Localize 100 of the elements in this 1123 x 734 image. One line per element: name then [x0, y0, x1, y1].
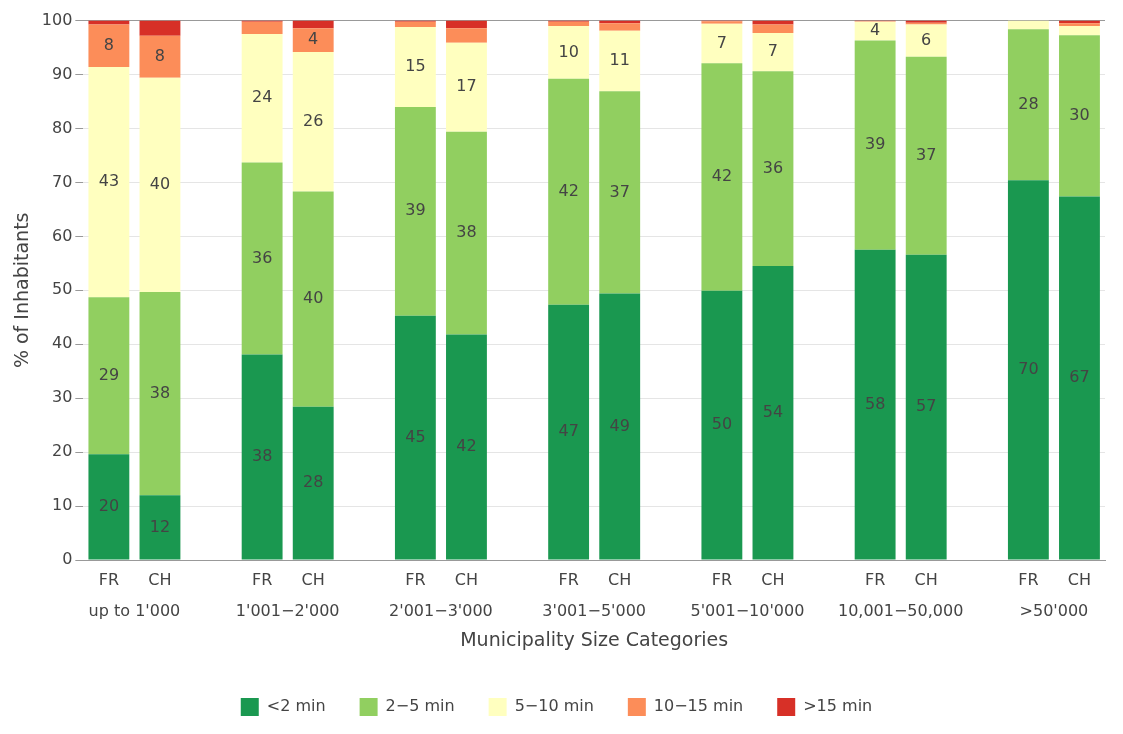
bar — [701, 290, 743, 560]
data-label: 36 — [762, 157, 784, 177]
data-label: 28 — [1018, 93, 1039, 113]
bar — [905, 24, 947, 57]
bar — [139, 495, 181, 560]
legend-label: 10−15 min — [653, 696, 744, 716]
data-label: 40 — [149, 174, 171, 193]
data-label: 12 — [149, 516, 171, 536]
data-label: 26 — [303, 110, 324, 130]
x-tick-label: FR — [405, 569, 426, 589]
y-tick-label: 70 — [51, 171, 73, 191]
bar — [1059, 196, 1100, 560]
data-label: 50 — [711, 414, 733, 434]
y-tick-label: 80 — [51, 117, 73, 137]
text: >50'000 — [1019, 601, 1089, 621]
x-tick-label: CH — [914, 569, 938, 589]
text: up to 1'000 — [88, 601, 181, 621]
bar — [88, 24, 130, 67]
data-label: 38 — [149, 382, 171, 402]
x-tick-label: CH — [454, 569, 479, 589]
x-tick-label: CH — [1067, 569, 1092, 589]
bar — [446, 334, 487, 560]
data-label: 30 — [1069, 104, 1090, 124]
data-label: 39 — [405, 200, 426, 220]
legend-label: 5−10 min — [514, 696, 594, 716]
bar — [446, 20, 487, 29]
text: 3'001−5'000 — [542, 601, 646, 621]
x-axis-title: Municipality Size Categories — [460, 627, 729, 650]
bar — [752, 71, 794, 267]
data-label: 39 — [864, 134, 886, 154]
data-label: 38 — [456, 222, 477, 242]
bar — [292, 406, 334, 560]
bar — [1007, 180, 1049, 560]
bar — [599, 91, 641, 294]
bar — [599, 293, 641, 560]
x-tick-label: FR — [711, 569, 733, 589]
data-label: 7 — [716, 32, 727, 52]
y-tick-label: 100 — [41, 9, 73, 29]
bar — [1059, 35, 1100, 197]
bar — [88, 66, 130, 298]
bar — [139, 291, 181, 496]
bar — [752, 33, 794, 72]
data-label: 40 — [303, 288, 324, 308]
data-label: 37 — [916, 144, 937, 164]
data-label: 4 — [870, 20, 881, 40]
bar — [752, 266, 794, 560]
data-label: 42 — [456, 436, 477, 456]
bar — [446, 131, 487, 335]
data-label: 42 — [558, 181, 579, 201]
bar — [548, 21, 590, 26]
data-label: 10 — [558, 41, 579, 61]
data-label: 38 — [251, 446, 273, 466]
bar — [394, 27, 436, 107]
y-tick-label: 0 — [62, 549, 73, 569]
bar — [854, 249, 896, 560]
data-label: 36 — [251, 247, 273, 267]
bar — [394, 21, 436, 28]
data-label: 47 — [558, 421, 579, 441]
x-tick-label: CH — [761, 569, 785, 589]
data-label: 70 — [1018, 359, 1039, 379]
bar — [241, 21, 283, 35]
bar — [139, 35, 181, 78]
text: 1'001−2'000 — [235, 601, 340, 621]
bar — [599, 23, 641, 31]
bar — [241, 162, 283, 355]
data-label: 54 — [762, 401, 784, 421]
x-tick-label: FR — [98, 569, 120, 589]
data-label: 58 — [864, 393, 886, 413]
bar — [548, 78, 590, 305]
bar — [1059, 25, 1100, 36]
data-label: 43 — [98, 171, 120, 191]
data-label: 24 — [251, 87, 273, 107]
bar — [752, 24, 794, 34]
data-label: 6 — [921, 29, 932, 49]
bar — [292, 191, 334, 407]
x-tick-label: FR — [251, 569, 273, 589]
text: 5'001−10'000 — [690, 601, 805, 621]
data-label: 8 — [103, 34, 114, 54]
x-tick-label: FR — [864, 569, 886, 589]
y-tick-label: 30 — [51, 387, 73, 407]
y-axis-title: % of Inhabitants — [10, 212, 33, 369]
bar — [548, 25, 590, 79]
bar — [701, 23, 743, 64]
bar — [1007, 29, 1049, 181]
bar — [446, 28, 487, 43]
data-label: 28 — [303, 472, 324, 492]
legend-label: >15 min — [803, 696, 873, 716]
bar — [139, 77, 181, 292]
data-label: 7 — [767, 41, 779, 61]
data-label: 57 — [916, 396, 937, 416]
bar — [599, 30, 641, 92]
data-label: 20 — [98, 496, 120, 516]
bar — [394, 315, 436, 560]
data-label: 67 — [1069, 367, 1090, 387]
bar — [292, 20, 334, 29]
text: 2'001−3'000 — [389, 601, 493, 621]
bar — [88, 297, 130, 455]
bar — [905, 56, 947, 255]
bar — [854, 21, 896, 41]
bar — [88, 454, 130, 560]
